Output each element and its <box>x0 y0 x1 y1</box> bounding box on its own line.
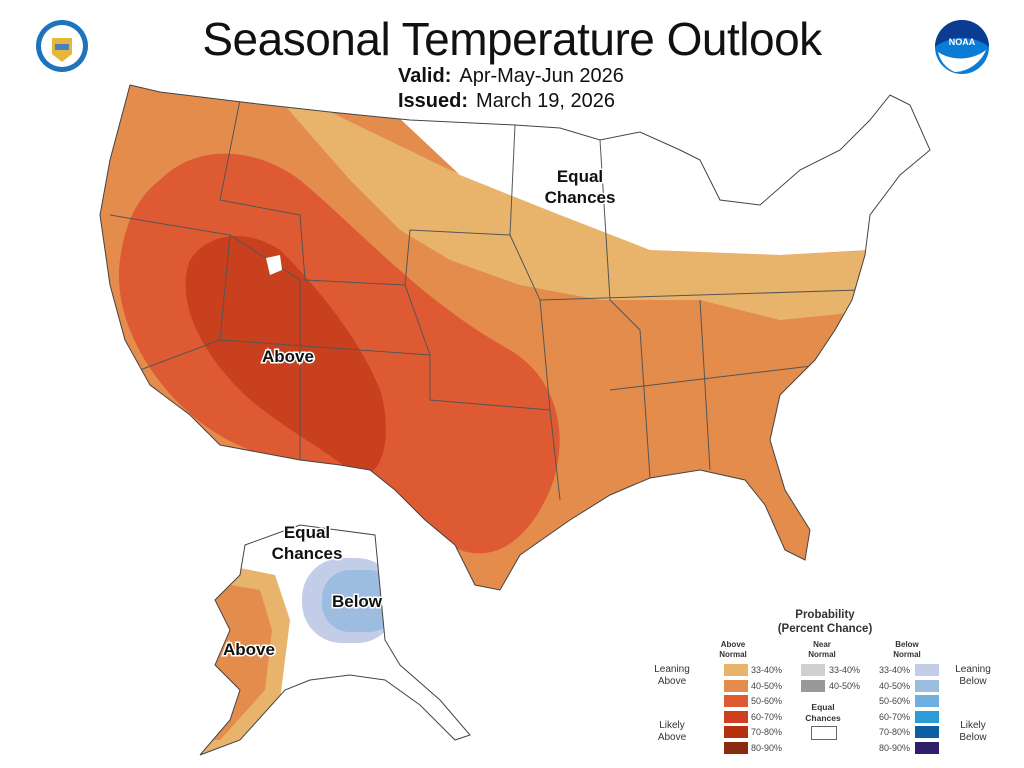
legend: Probability (Percent Chance) Above Normal … <box>650 608 1000 768</box>
below-range-4: 70-80% <box>879 727 911 737</box>
col-near-2: Normal <box>808 650 836 659</box>
alaska-below-40-50-area <box>322 570 397 632</box>
legend-col-near: Near Normal <box>792 640 852 660</box>
leaning-below-label: Leaning Below <box>948 664 998 688</box>
issued-value: March 19, 2026 <box>476 90 616 112</box>
svg-text:NOAA: NOAA <box>949 37 976 47</box>
near-range-1: 40-50% <box>829 680 861 691</box>
label-alaska-equal-chances-1: Equal <box>284 523 330 542</box>
commerce-seal-logo <box>36 20 88 72</box>
likely-below-1: Likely <box>960 720 986 731</box>
alaska-outline <box>199 524 471 756</box>
label-conus-equal-chances-2: Chances <box>545 188 616 207</box>
below-range-3: 60-70% <box>879 711 911 722</box>
label-conus-equal-chances-1: Equal <box>557 167 603 186</box>
above-range-4: 70-80% <box>751 727 783 737</box>
leaning-above-2: Above <box>657 676 687 687</box>
above-swatch-4 <box>724 726 748 738</box>
leaning-below-2: Below <box>959 676 987 687</box>
below-swatch-0 <box>915 664 939 676</box>
below-range-2: 50-60% <box>879 696 911 706</box>
above-range-0: 33-40% <box>751 665 783 675</box>
likely-below-2: Below <box>959 732 987 743</box>
below-range-5: 80-90% <box>879 742 911 753</box>
above-range-5: 80-90% <box>751 742 783 753</box>
legend-col-above: Above Normal <box>703 640 763 660</box>
equal-chances-1: Equal <box>811 702 835 712</box>
above-range-2: 50-60% <box>751 696 783 706</box>
likely-below-label: Likely Below <box>948 720 998 744</box>
state-borders <box>109 99 861 501</box>
page-title: Seasonal Temperature Outlook <box>202 13 822 65</box>
above-swatch-3 <box>724 710 748 723</box>
valid-value: Apr-May-Jun 2026 <box>459 65 624 87</box>
legend-title: Probability (Percent Chance) <box>650 608 1000 636</box>
below-range-1: 40-50% <box>879 680 911 691</box>
label-conus-above: Above <box>262 347 314 366</box>
near-swatch-1 <box>801 679 825 692</box>
below-swatch-1 <box>915 679 939 692</box>
legend-equal-chances-swatch <box>811 726 837 740</box>
legend-equal-chances-label: Equal Chances <box>795 702 851 724</box>
conus-outline <box>99 84 931 591</box>
col-above-2: Normal <box>719 650 747 659</box>
valid-period: Valid: Apr-May-Jun 2026 <box>398 65 624 88</box>
above-33-40-area <box>280 100 880 320</box>
below-swatch-3 <box>915 710 939 723</box>
great-salt-lake <box>266 255 282 275</box>
above-range-3: 60-70% <box>751 711 783 722</box>
below-swatch-4 <box>915 726 939 738</box>
conus-region <box>100 85 930 590</box>
below-swatch-5 <box>915 741 939 754</box>
above-swatch-5 <box>724 741 748 754</box>
col-below-2: Normal <box>893 650 921 659</box>
below-swatch-2 <box>915 695 939 707</box>
likely-above-2: Above <box>657 732 687 743</box>
label-alaska-above: Above <box>223 640 275 659</box>
above-range-1: 40-50% <box>751 680 783 691</box>
legend-title-line1: Probability <box>795 609 855 621</box>
above-swatch-0 <box>724 664 748 676</box>
equal-chances-2: Chances <box>805 713 841 723</box>
legend-title-line2: (Percent Chance) <box>777 623 873 635</box>
above-60-70-area <box>185 236 386 475</box>
above-swatch-2 <box>724 695 748 707</box>
below-range-0: 33-40% <box>879 665 911 675</box>
issued-label: Issued: <box>398 90 469 112</box>
likely-above-1: Likely <box>659 720 685 731</box>
near-swatch-0 <box>801 664 825 676</box>
leaning-above-label: Leaning Above <box>650 664 694 688</box>
legend-col-below: Below Normal <box>877 640 937 660</box>
valid-label: Valid: <box>398 65 452 87</box>
noaa-logo: NOAA <box>935 20 989 74</box>
issued-date: Issued: March 19, 2026 <box>398 90 615 113</box>
label-alaska-below: Below <box>332 592 383 611</box>
leaning-below-1: Leaning <box>955 664 991 675</box>
leaning-above-1: Leaning <box>654 664 690 675</box>
col-near-1: Near <box>813 640 831 649</box>
likely-above-label: Likely Above <box>650 720 694 744</box>
col-above-1: Above <box>720 640 746 649</box>
above-swatch-1 <box>724 679 748 692</box>
label-alaska-equal-chances-2: Chances <box>272 544 343 563</box>
col-below-1: Below <box>895 640 919 649</box>
near-range-0: 33-40% <box>829 665 861 675</box>
